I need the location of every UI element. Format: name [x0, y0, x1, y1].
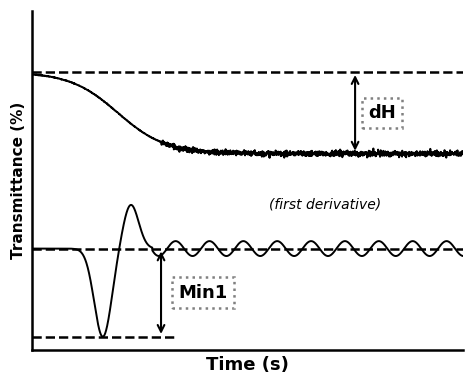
Y-axis label: Transmittance (%): Transmittance (%) — [11, 102, 26, 259]
Text: (first derivative): (first derivative) — [269, 198, 381, 211]
X-axis label: Time (s): Time (s) — [206, 356, 289, 374]
Text: Min1: Min1 — [178, 284, 228, 302]
Text: dH: dH — [368, 104, 396, 122]
